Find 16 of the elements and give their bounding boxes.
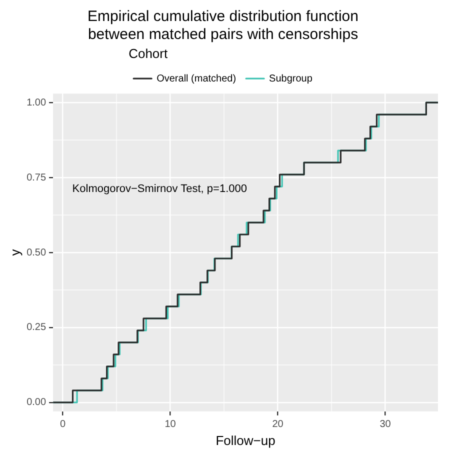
legend-title: Cohort bbox=[128, 46, 168, 62]
y-tick-label: 0.75 bbox=[26, 172, 46, 184]
legend-label: Overall (matched) bbox=[156, 73, 236, 84]
x-axis-title: Follow−up bbox=[216, 432, 276, 448]
y-tick-label: 0.50 bbox=[26, 247, 46, 258]
chart-title: Empirical cumulative distribution function between matched pairs with censorships bbox=[88, 8, 358, 44]
x-tick-label: 0 bbox=[60, 419, 66, 430]
legend-label: Subgroup bbox=[269, 73, 313, 84]
y-tick-label: 0.00 bbox=[26, 397, 46, 408]
x-tick-label: 20 bbox=[272, 419, 284, 430]
x-tick-label: 30 bbox=[380, 419, 392, 430]
y-tick-label: 0.25 bbox=[26, 322, 46, 334]
y-axis-title: y bbox=[7, 248, 22, 256]
annotation: Kolmogorov−Smirnov Test, p=1.000 bbox=[72, 182, 247, 195]
y-tick-label: 1.00 bbox=[26, 97, 46, 108]
x-tick-label: 10 bbox=[164, 419, 176, 430]
